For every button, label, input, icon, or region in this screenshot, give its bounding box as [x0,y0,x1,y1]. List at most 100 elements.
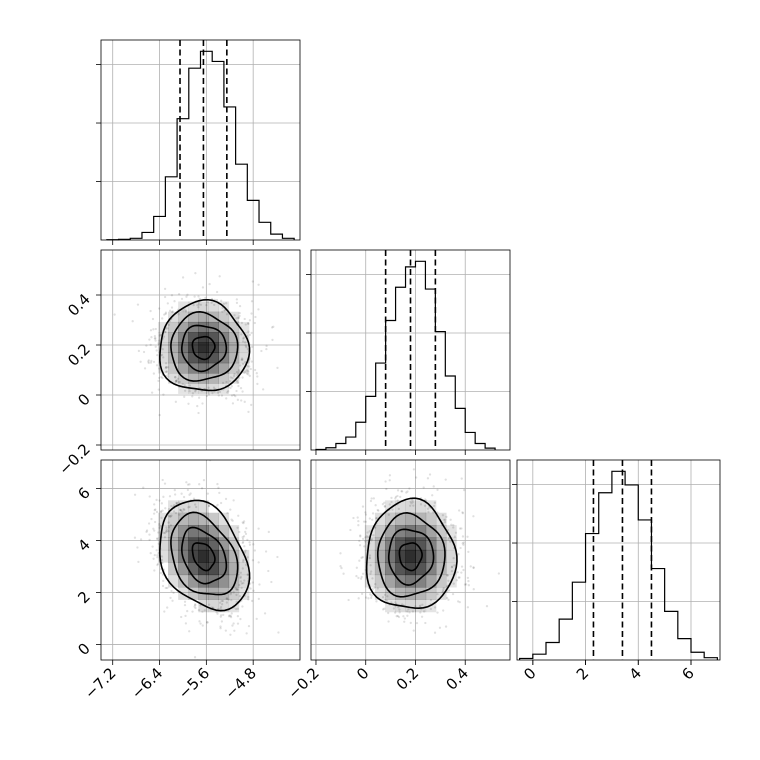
scatter-point [165,530,168,533]
scatter-point [457,576,460,579]
scatter-point [455,579,459,582]
scatter-point [245,369,249,372]
scatter-point [186,609,189,613]
scatter-point [364,520,367,523]
scatter-point [243,579,246,582]
density-cell [188,311,199,323]
scatter-point [399,495,402,499]
scatter-point [357,597,360,600]
scatter-point [367,597,370,600]
scatter-point [347,598,350,602]
density-cell [198,383,209,394]
scatter-point [164,311,168,314]
scatter-point [364,536,367,539]
scatter-point [225,601,229,604]
density-cell [178,342,189,354]
density-cell [218,321,230,333]
scatter-point [246,370,250,373]
density-cell [168,512,179,526]
scatter-point [426,477,430,480]
scatter-point [246,322,250,325]
density-cell [178,301,189,313]
scatter-point [206,492,210,495]
scatter-point [248,333,252,337]
scatter-point [226,391,229,394]
scatter-point [276,366,279,370]
scatter-point [270,326,274,329]
scatter-point [198,297,201,301]
scatter-point [182,309,185,313]
scatter-point [238,304,242,308]
scatter-point [459,546,462,550]
scatter-point [364,596,368,599]
scatter-point [369,499,373,503]
histogram-step [106,50,295,241]
scatter-point [193,295,196,298]
scatter-point [229,508,232,511]
scatter-point [265,347,268,351]
density-cell [188,500,199,514]
scatter-point [359,577,363,580]
scatter-point [167,323,171,327]
density-cell [188,525,199,538]
scatter-point [228,380,232,383]
density-cell [178,362,189,374]
density-cell [157,549,169,563]
scatter-point [239,571,242,574]
scatter-point [170,589,173,593]
scatter-point [166,327,169,330]
panel-frame [310,459,511,661]
scatter-point [136,546,139,549]
density-cell [425,574,437,588]
scatter-point [452,557,455,560]
scatter-point [247,595,250,599]
scatter-point [113,313,116,316]
scatter-point [174,376,177,379]
scatter-point [384,598,387,602]
scatter-point [460,477,463,480]
scatter-point [182,508,185,511]
scatter-point [152,372,156,375]
scatter-point [390,601,393,604]
scatter-point [186,483,190,486]
scatter-point [154,345,157,348]
scatter-point [219,615,222,618]
scatter-point [183,600,187,603]
scatter-point [157,531,160,534]
scatter-point [231,376,234,380]
scatter-point [398,611,401,614]
scatter-point [237,384,240,388]
contour-0 [191,542,216,572]
scatter-point [174,511,178,515]
scatter-point [231,624,234,627]
scatter-point [147,360,150,363]
scatter-point [357,524,360,527]
x-axis-param-2-label-0: −0.2 [284,664,322,702]
scatter-point [387,513,391,516]
density-cell [188,512,199,526]
y-axis-param-2-label-1: 0 [74,390,93,409]
density-cell [364,537,376,551]
scatter-point [186,293,189,296]
scatter-point [497,572,501,575]
scatter-point [364,540,367,543]
scatter-point [175,379,178,382]
scatter-point [450,523,453,526]
density-cell [198,301,209,313]
scatter-point [229,633,232,636]
scatter-point [156,537,159,541]
scatter-point [181,510,184,513]
scatter-point [147,361,150,365]
scatter-point [156,537,159,540]
scatter-point [432,485,435,488]
scatter-point [177,381,180,384]
scatter-point [194,604,197,607]
scatter-point [244,360,247,364]
scatter-point [139,360,142,363]
density-cell [157,321,169,333]
scatter-point [236,526,239,529]
scatter-point [236,321,240,324]
scatter-point [242,337,245,340]
scatter-point [247,598,250,601]
density-cell [218,537,230,551]
